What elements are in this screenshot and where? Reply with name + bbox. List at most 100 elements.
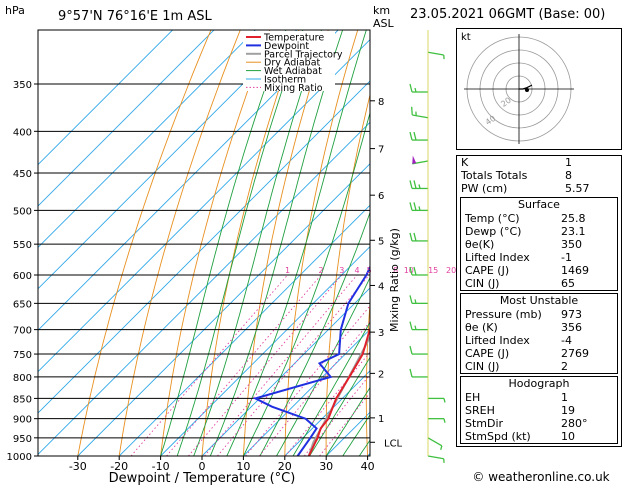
isotherm-line bbox=[38, 30, 257, 249]
mixing-ratio-line bbox=[188, 274, 343, 456]
wind-barb-feather bbox=[409, 266, 413, 276]
wind-barb bbox=[409, 368, 428, 378]
surface-row: Temp (°C) 25.8 bbox=[461, 212, 617, 225]
wet-adiabat-line bbox=[358, 439, 370, 456]
isotherm-line bbox=[38, 30, 298, 290]
isotherm-line bbox=[38, 121, 370, 456]
wind-barb bbox=[409, 266, 428, 276]
isotherm-line bbox=[38, 30, 215, 207]
surface-value: 23.1 bbox=[561, 225, 586, 238]
dry-adiabat-line bbox=[118, 30, 241, 456]
x-axis-label: Dewpoint / Temperature (°C) bbox=[109, 471, 296, 486]
km-tick-label: 5 bbox=[378, 236, 384, 247]
asl-label: ASL bbox=[373, 17, 395, 30]
series-temperature-line bbox=[307, 327, 370, 456]
wind-barb bbox=[409, 131, 428, 141]
hodograph-panel: kt 20 40 bbox=[456, 28, 622, 150]
index-row: PW (cm) 5.57 bbox=[457, 182, 621, 195]
temperature-tick-label: 30 bbox=[319, 460, 333, 473]
isotherm-line bbox=[38, 30, 174, 166]
pressure-tick-label: 650 bbox=[13, 299, 32, 310]
most-unstable-value: 2 bbox=[561, 360, 568, 373]
wind-barb bbox=[411, 106, 429, 119]
wind-barb bbox=[409, 295, 428, 305]
hodograph-param-label: StmSpd (kt) bbox=[465, 430, 531, 443]
most-unstable-row: CAPE (J) 2769 bbox=[461, 347, 617, 360]
mixing-ratio-axis-label: Mixing Ratio (g/kg) bbox=[388, 228, 401, 332]
most-unstable-section: Most Unstable Pressure (mb) 973 θe (K) 356 L… bbox=[460, 293, 618, 374]
index-label: PW (cm) bbox=[461, 182, 508, 195]
wind-barb-feather bbox=[409, 232, 413, 242]
wind-barb bbox=[428, 418, 446, 423]
wind-barb-feather bbox=[409, 321, 413, 330]
pressure-tick-label: 750 bbox=[13, 350, 32, 361]
wind-barb-pennant bbox=[412, 155, 417, 164]
wind-barb-feather bbox=[409, 83, 413, 93]
km-label: km bbox=[373, 4, 390, 17]
most-unstable-value: 973 bbox=[561, 308, 582, 321]
legend-label: Isotherm bbox=[264, 75, 306, 86]
surface-value: 25.8 bbox=[561, 212, 586, 225]
hodograph-ring-label: 20 bbox=[499, 96, 513, 109]
pressure-tick-label: 700 bbox=[13, 326, 32, 337]
dry-adiabat-line bbox=[160, 30, 271, 456]
skewt-chart: 12345810152025 3504004505005506006507007… bbox=[5, 4, 456, 486]
index-row: Totals Totals 8 bbox=[457, 169, 621, 182]
wind-barb bbox=[409, 180, 428, 190]
hodograph-kt-label: kt bbox=[461, 32, 471, 43]
mixing-ratio-tick-label: 10 bbox=[404, 266, 414, 275]
wind-barb bbox=[412, 155, 429, 165]
wind-barb bbox=[409, 345, 428, 355]
hodograph-storm-motion bbox=[525, 88, 529, 92]
isotherm-line bbox=[38, 80, 370, 414]
wind-barb bbox=[427, 455, 445, 463]
wind-barb-half-feather bbox=[443, 398, 446, 403]
mixing-ratio-tick-label: 15 bbox=[428, 266, 438, 275]
pressure-tick-label: 900 bbox=[13, 415, 32, 426]
wind-barb-half-feather bbox=[418, 184, 421, 189]
most-unstable-label: Lifted Index bbox=[465, 334, 530, 347]
wind-barb bbox=[409, 83, 428, 93]
wind-barb-feather bbox=[409, 180, 413, 189]
km-tick-label: 1 bbox=[378, 414, 384, 425]
hodograph-param-row: StmDir 280° bbox=[461, 417, 617, 430]
pressure-tick-label: 1000 bbox=[7, 452, 32, 463]
surface-label: CAPE (J) bbox=[465, 264, 510, 277]
wind-barb bbox=[428, 397, 446, 403]
km-tick-label: 8 bbox=[378, 97, 384, 108]
mixing-ratio-tick-label: 8 bbox=[393, 266, 398, 275]
dry-adiabat-line bbox=[405, 29, 446, 456]
pressure-tick-label: 400 bbox=[13, 127, 32, 138]
pressure-tick-label: 800 bbox=[13, 373, 32, 384]
most-unstable-title: Most Unstable bbox=[499, 294, 579, 307]
dry-adiabat-line bbox=[365, 297, 370, 456]
hodograph-param-value: 10 bbox=[561, 430, 575, 443]
surface-label: Dewp (°C) bbox=[465, 225, 522, 238]
mixing-ratio-line bbox=[166, 274, 322, 456]
hodograph-param-row: EH 1 bbox=[461, 391, 617, 404]
hodograph-param-value: 1 bbox=[561, 391, 568, 404]
km-tick-label: 3 bbox=[378, 328, 384, 339]
most-unstable-row: Lifted Index -4 bbox=[461, 334, 617, 347]
footer-credit: © weatheronline.co.uk bbox=[472, 470, 610, 484]
surface-row: θe(K) 350 bbox=[461, 238, 617, 251]
series-dewpoint-line bbox=[252, 133, 370, 456]
km-tick-label: 7 bbox=[378, 145, 384, 156]
wet-adiabat-line bbox=[309, 356, 370, 456]
wind-barb bbox=[427, 51, 445, 60]
wind-barb-half-feather bbox=[414, 325, 417, 330]
wind-barb-half-feather bbox=[418, 206, 421, 211]
wind-barb-half-feather bbox=[440, 445, 443, 450]
wind-barb-feather bbox=[413, 202, 417, 211]
legend-label: Dewpoint bbox=[264, 41, 309, 52]
hpa-label: hPa bbox=[5, 4, 25, 17]
hodograph-title: Hodograph bbox=[508, 377, 570, 390]
isotherm-line bbox=[160, 245, 370, 456]
hodograph-section: Hodograph EH 1 SREH 19 StmDir 280° StmSpd (kt)… bbox=[460, 376, 618, 444]
pressure-tick-label: 500 bbox=[13, 206, 32, 217]
surface-label: Temp (°C) bbox=[465, 212, 520, 225]
wind-barb-half-feather bbox=[414, 299, 417, 304]
km-tick-label: 6 bbox=[378, 191, 384, 202]
surface-value: -1 bbox=[561, 251, 572, 264]
